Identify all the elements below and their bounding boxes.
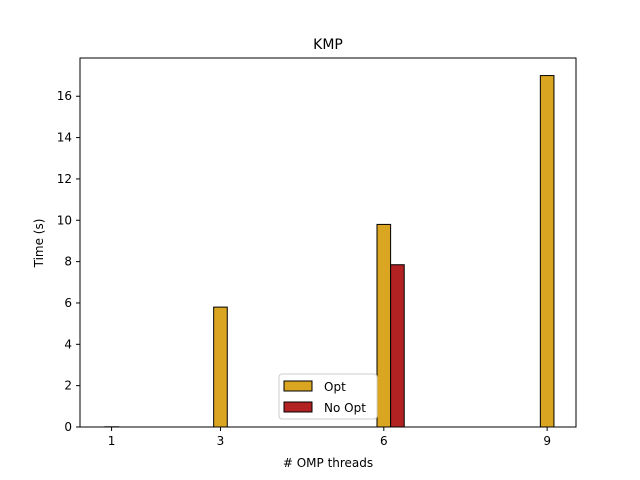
ticks-layer: 1 3 6 9 0 2 4 6 8 10 12 14 16 [57, 89, 551, 448]
y-tick-label: 6 [64, 296, 72, 310]
y-tick-label: 12 [57, 172, 72, 186]
legend-swatch-opt [283, 380, 313, 392]
plot-frame [79, 57, 577, 428]
y-tick-label: 2 [64, 379, 72, 393]
x-tick-label: 1 [108, 434, 116, 448]
x-axis-label: # OMP threads [283, 456, 373, 470]
bars-layer [104, 75, 555, 428]
y-tick-label: 16 [57, 89, 72, 103]
x-tick-label: 6 [380, 434, 388, 448]
chart-title: KMP [313, 37, 343, 53]
bar-opt-9 [539, 75, 555, 428]
y-tick-label: 10 [57, 213, 72, 227]
x-tick-label: 3 [217, 434, 225, 448]
legend-label-no-opt: No Opt [324, 401, 366, 415]
legend-swatch-no-opt [283, 401, 313, 413]
bar-opt-3 [213, 306, 228, 428]
y-tick-label: 8 [64, 255, 72, 269]
x-tick-label: 9 [543, 434, 551, 448]
bar-no-opt-6 [390, 264, 405, 428]
y-tick-label: 0 [64, 420, 72, 434]
legend-label-opt: Opt [324, 380, 346, 394]
bar-opt-6 [376, 223, 392, 428]
y-tick-label: 4 [64, 337, 72, 351]
y-tick-label: 14 [57, 131, 72, 145]
y-axis-label: Time (s) [32, 219, 46, 269]
legend: Opt No Opt [278, 373, 378, 420]
